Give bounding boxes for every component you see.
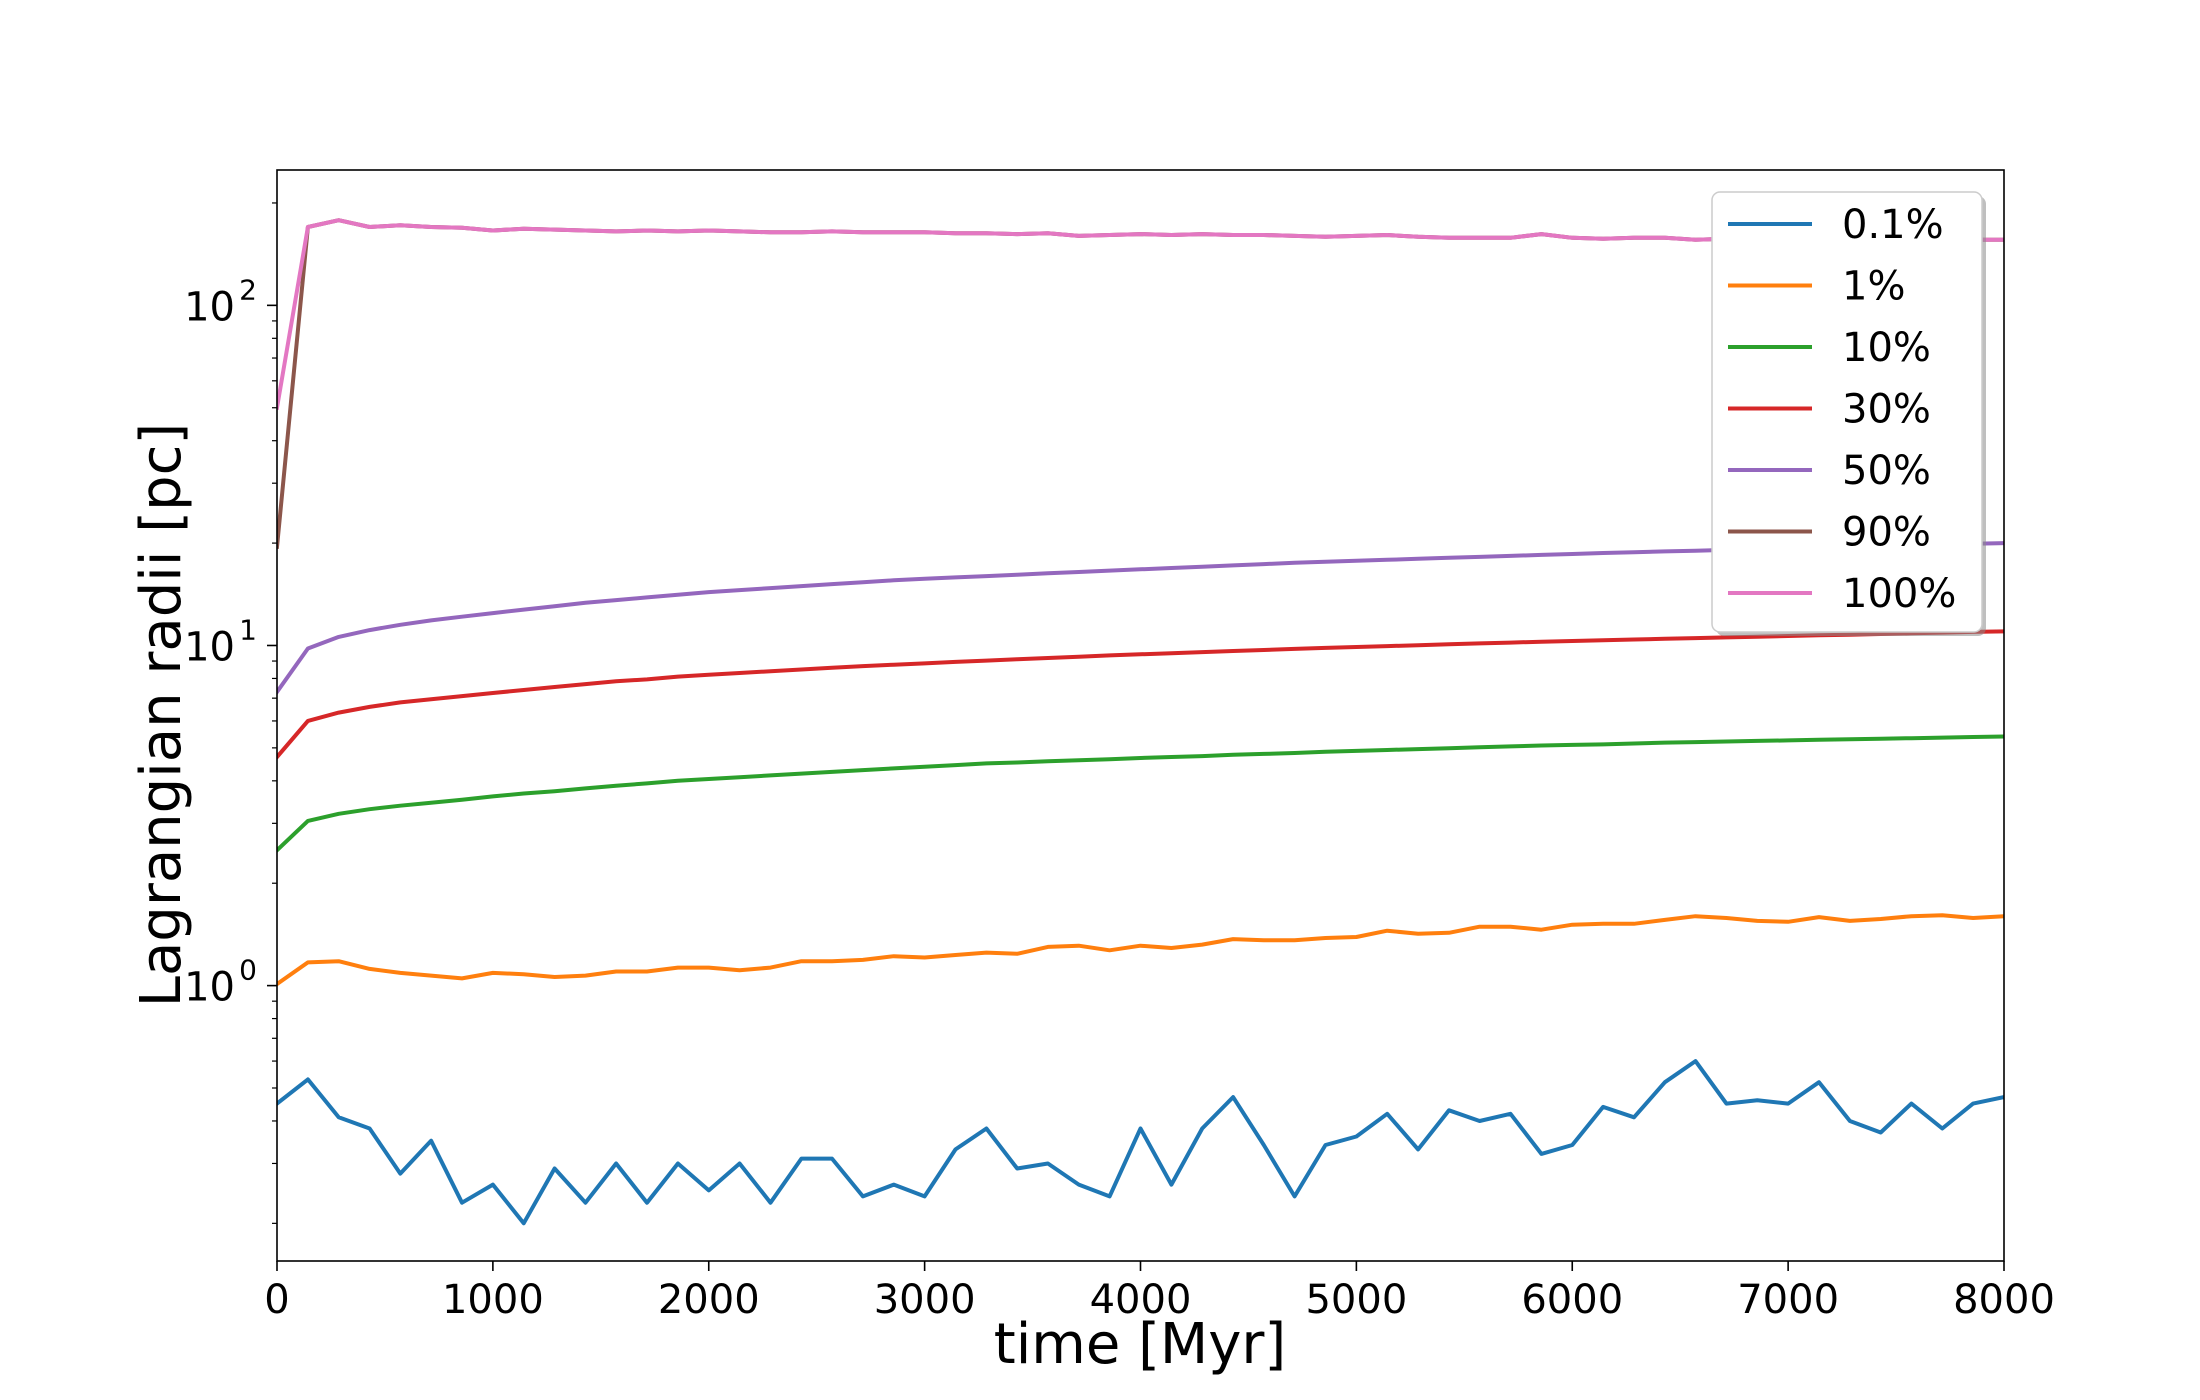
y-tick-label: 10 [184, 624, 235, 670]
legend-label: 100% [1842, 571, 1956, 617]
y-tick-exponent: 0 [239, 954, 257, 987]
legend-label: 90% [1842, 510, 1931, 556]
series-line-3 [277, 629, 2004, 760]
series-line-2 [277, 734, 2004, 854]
y-tick-label: 10 [184, 965, 235, 1011]
y-tick-exponent: 2 [239, 273, 257, 306]
series-line-1 [277, 913, 2004, 987]
y-tick-label: 10 [184, 284, 235, 330]
legend-label: 50% [1842, 448, 1931, 494]
x-tick-label: 7000 [1737, 1277, 1839, 1323]
x-tick-label: 0 [264, 1277, 289, 1323]
x-tick-label: 2000 [658, 1277, 760, 1323]
legend-label: 30% [1842, 387, 1931, 433]
x-axis-label: time [Myr] [994, 1312, 1287, 1377]
legend-label: 1% [1842, 264, 1905, 310]
y-tick-exponent: 1 [239, 613, 257, 646]
series-line-0 [277, 1059, 2004, 1226]
legend: 0.1% 1% 10% 30% 50% 90% 100% [1711, 191, 1986, 636]
x-tick-label: 1000 [442, 1277, 544, 1323]
x-tick-label: 8000 [1953, 1277, 2055, 1323]
legend-label: 10% [1842, 325, 1931, 371]
x-tick-label: 3000 [874, 1277, 976, 1323]
legend-box [1711, 191, 1983, 633]
y-axis-label: Lagrangian radii [pc] [129, 423, 194, 1007]
x-tick-label: 6000 [1521, 1277, 1623, 1323]
x-tick-label: 4000 [1090, 1277, 1192, 1323]
legend-label: 0.1% [1842, 202, 1944, 248]
x-axis-ticks: 0 1000 2000 3000 4000 5000 6000 7000 8000 [264, 1261, 2055, 1323]
x-tick-label: 5000 [1305, 1277, 1407, 1323]
